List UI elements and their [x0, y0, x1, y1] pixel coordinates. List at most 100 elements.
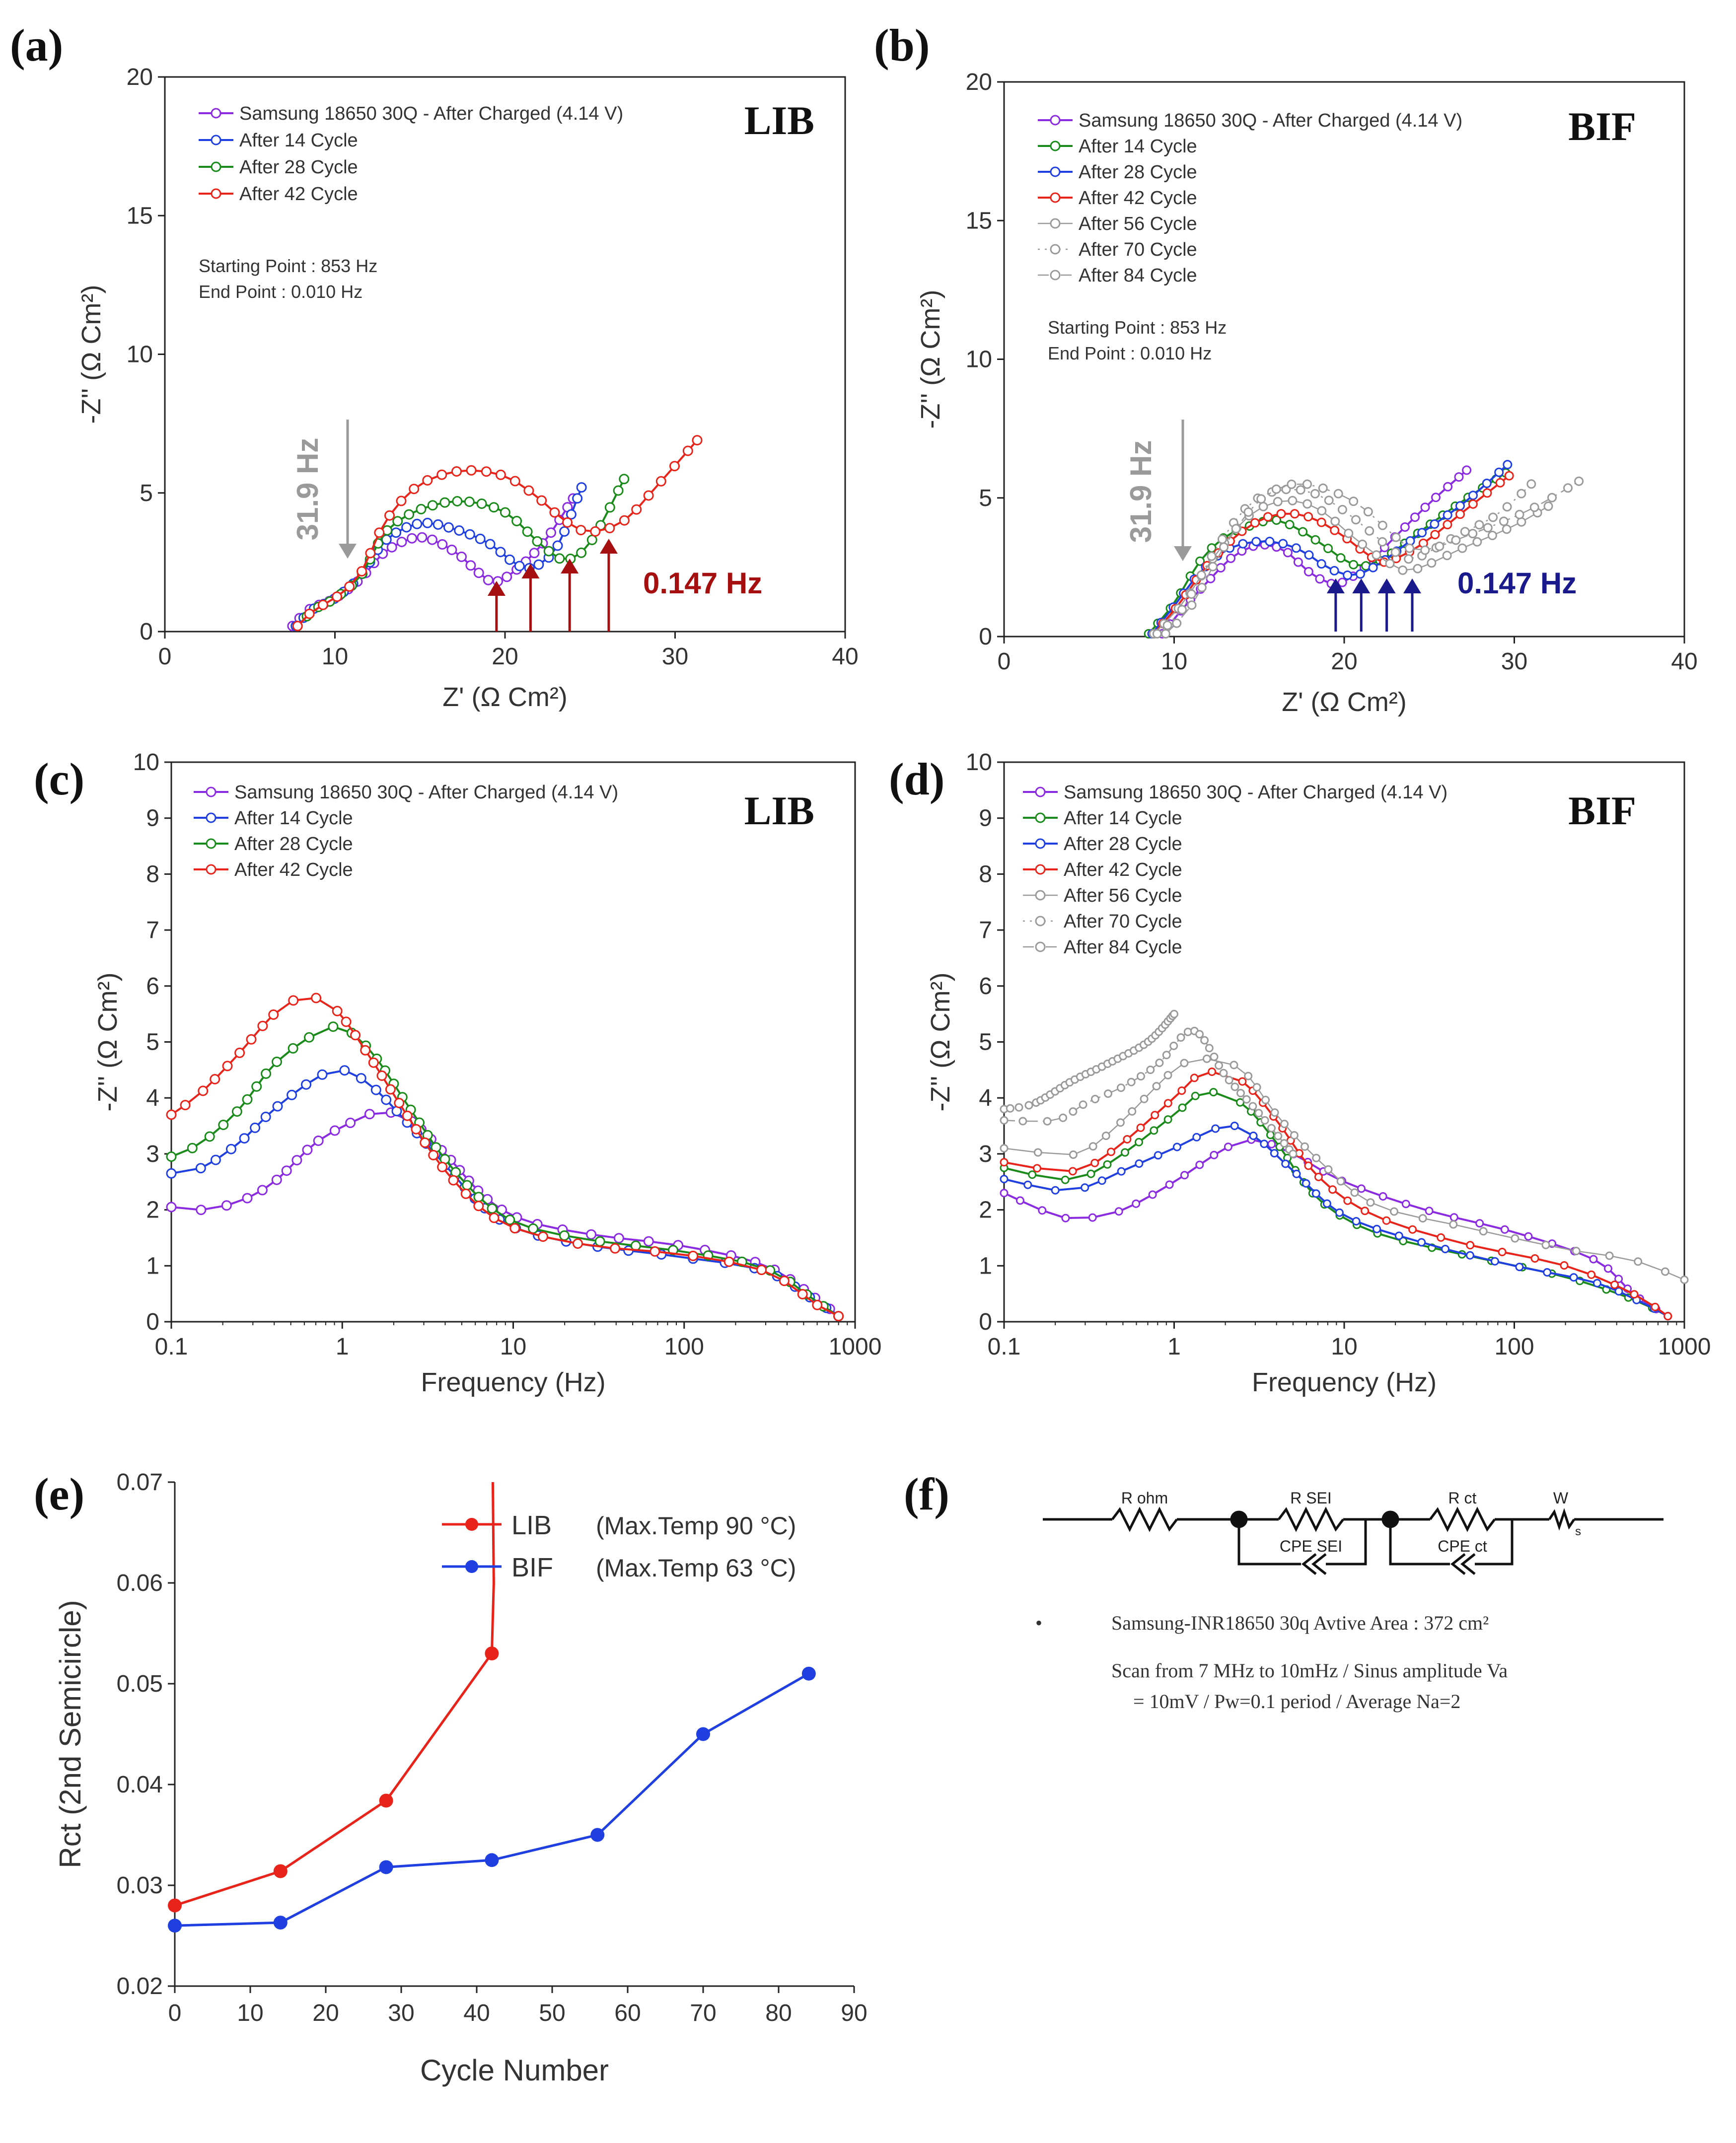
- y-tick-label: 0.03: [117, 1872, 163, 1899]
- data-point: [613, 1233, 624, 1244]
- data-point: [1280, 1120, 1289, 1129]
- data-point: [500, 507, 510, 518]
- x-tick-label: 0.1: [155, 1334, 188, 1360]
- data-point: [485, 539, 496, 550]
- data-point: [1251, 537, 1261, 547]
- data-point: [566, 509, 577, 520]
- data-point: [466, 465, 477, 476]
- data-point: [1006, 1104, 1014, 1113]
- y-tick-label: 9: [146, 805, 159, 832]
- data-point: [1449, 1213, 1458, 1222]
- data-point: [1466, 1241, 1475, 1250]
- data-point: [1069, 1107, 1078, 1116]
- data-point: [546, 527, 556, 538]
- y-tick-label: 4: [979, 1085, 992, 1111]
- x-tick-label: 0: [168, 2000, 182, 2026]
- data-point: [1417, 528, 1427, 538]
- data-point: [536, 495, 547, 506]
- data-point: [1318, 483, 1328, 493]
- data-point: [1343, 571, 1353, 580]
- data-point: [1503, 460, 1513, 470]
- data-point: [448, 1175, 459, 1186]
- info-scan: Scan from 7 MHz to 10mHz / Sinus amplitu…: [1111, 1659, 1508, 1682]
- series-line: [171, 1069, 839, 1317]
- data-point: [1276, 509, 1286, 519]
- warburg-element: [1548, 1508, 1576, 1531]
- data-point: [1377, 537, 1387, 547]
- data-point: [1186, 589, 1196, 599]
- y-tick-label: 3: [146, 1141, 159, 1167]
- data-point: [1270, 1149, 1279, 1158]
- data-point: [1086, 1169, 1095, 1178]
- data-point: [532, 536, 543, 547]
- x-tick-label: 10: [322, 643, 348, 670]
- data-point: [1224, 1143, 1232, 1151]
- data-point: [1155, 1059, 1164, 1067]
- data-point: [409, 484, 420, 495]
- data-point: [1351, 515, 1361, 525]
- series-1: [1000, 1135, 1672, 1321]
- data-point: [485, 1853, 499, 1867]
- data-point: [1195, 556, 1205, 566]
- data-point: [1265, 537, 1275, 546]
- data-point: [412, 518, 423, 529]
- data-point: [505, 1214, 515, 1225]
- data-point: [1560, 1261, 1569, 1270]
- data-point: [1323, 544, 1333, 553]
- legend-marker: [1035, 941, 1046, 952]
- legend-marker: [1035, 786, 1046, 797]
- y-tick-label: 9: [979, 805, 992, 832]
- data-point: [1116, 1118, 1125, 1127]
- data-point: [1394, 1231, 1403, 1240]
- note-end: End Point : 0.010 Hz: [199, 282, 362, 302]
- panel-f-equivalent-circuit: [1043, 1506, 1664, 1575]
- y-tick-label: 15: [127, 203, 153, 229]
- data-point: [1410, 512, 1420, 522]
- data-point: [1322, 1199, 1331, 1208]
- data-point: [1180, 1059, 1189, 1068]
- data-point: [1069, 1150, 1078, 1159]
- data-point: [509, 1223, 520, 1234]
- y-tick-label: 0.04: [117, 1772, 163, 1798]
- legend-entry: After 28 Cycle: [239, 157, 358, 178]
- data-point: [1500, 1225, 1509, 1234]
- data-point: [344, 581, 355, 592]
- series-line: [174, 1652, 493, 1907]
- data-point: [417, 532, 428, 543]
- legend-entry: After 14 Cycle: [1079, 136, 1197, 157]
- series-line: [1004, 1125, 1668, 1317]
- data-point: [1236, 1089, 1245, 1097]
- data-point: [576, 525, 586, 536]
- data-point: [452, 496, 463, 506]
- y-tick-label: 8: [146, 861, 159, 887]
- data-point: [1515, 1263, 1524, 1272]
- data-point: [1315, 574, 1325, 584]
- label-bif: BIF: [1568, 788, 1636, 833]
- data-point: [1274, 1132, 1283, 1141]
- data-point: [1487, 530, 1497, 540]
- data-point: [1195, 1030, 1204, 1039]
- data-point: [407, 533, 418, 544]
- data-point: [1273, 497, 1283, 506]
- data-point: [1104, 1089, 1112, 1098]
- data-point: [669, 461, 680, 472]
- legend-entry: After 56 Cycle: [1079, 214, 1197, 234]
- x-tick-label: 90: [841, 2000, 867, 2026]
- data-point: [1292, 1169, 1301, 1178]
- data-point: [473, 1201, 484, 1212]
- data-point: [1425, 1207, 1434, 1215]
- data-point: [379, 1793, 393, 1808]
- data-point: [1358, 539, 1368, 549]
- note-start: Starting Point : 853 Hz: [199, 256, 377, 276]
- series-line: [170, 997, 839, 1317]
- data-point: [1135, 1138, 1143, 1146]
- panel-b-nyquist-bif: 0 10 20 30 40 0 5 10 15 20 Z' (Ω Cm²) -Z'' (Ω Cm²) S…: [916, 69, 1698, 717]
- data-point: [1150, 1126, 1158, 1135]
- label-rsei: R SEI: [1290, 1489, 1332, 1507]
- x-tick-label: 1000: [829, 1334, 882, 1360]
- data-point: [1117, 1167, 1126, 1176]
- data-point: [1502, 524, 1512, 534]
- data-point: [1015, 1196, 1024, 1205]
- data-point: [1250, 518, 1260, 528]
- data-point: [1529, 502, 1539, 512]
